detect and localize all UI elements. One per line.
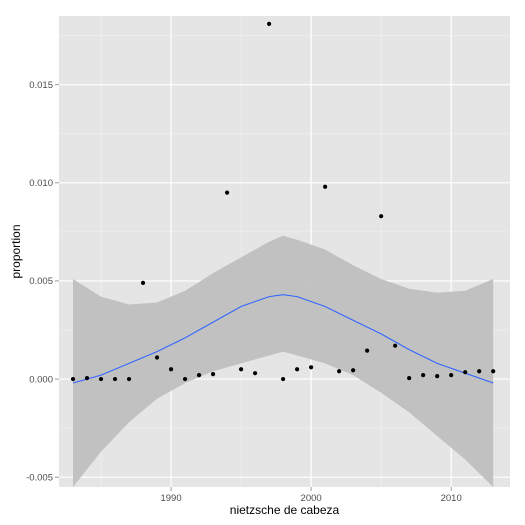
x-axis-title: nietzsche de cabeza <box>230 503 340 517</box>
confidence-band <box>73 235 494 487</box>
data-point <box>154 355 160 360</box>
smooth-line <box>72 294 494 384</box>
data-point <box>196 373 202 378</box>
data-point <box>126 376 132 382</box>
x-axis: 1990 2000 2010 <box>160 487 462 504</box>
data-point <box>210 372 216 377</box>
data-point <box>309 365 314 370</box>
data-point <box>224 190 230 195</box>
data-point <box>98 376 104 382</box>
y-tick-label: -0.005 <box>26 472 53 483</box>
data-point <box>182 376 188 382</box>
y-tick-label: 0.000 <box>29 374 53 385</box>
data-point <box>477 369 482 374</box>
y-tick-label: 0.005 <box>29 276 53 287</box>
data-point <box>351 368 356 373</box>
data-point <box>168 367 174 372</box>
points-layer <box>70 21 496 382</box>
data-point <box>463 370 468 375</box>
data-point <box>337 369 342 374</box>
minor-grid <box>59 16 510 487</box>
y-axis-title: proportion <box>9 224 23 278</box>
x-tick-label: 2010 <box>441 493 462 504</box>
confidence-band-layer <box>73 235 494 487</box>
data-point <box>112 376 118 382</box>
data-point <box>449 373 454 378</box>
y-tick-label: 0.015 <box>29 80 53 91</box>
data-point <box>407 375 412 381</box>
data-point <box>365 348 370 353</box>
y-axis: -0.005 0.000 0.005 0.010 0.015 <box>26 80 59 483</box>
data-point <box>238 367 244 372</box>
data-point <box>491 369 496 374</box>
data-point <box>252 371 258 376</box>
data-point <box>266 21 272 26</box>
data-point <box>280 376 286 382</box>
data-point <box>295 367 300 372</box>
data-point <box>379 214 384 219</box>
data-point <box>435 374 440 379</box>
data-point <box>140 280 146 285</box>
data-point <box>70 376 76 382</box>
data-point <box>393 343 398 348</box>
x-tick-label: 1990 <box>160 493 181 504</box>
x-tick-label: 2000 <box>301 493 322 504</box>
data-point <box>421 373 426 378</box>
y-tick-label: 0.010 <box>29 178 53 189</box>
smooth-line-layer <box>72 294 494 384</box>
data-point <box>84 375 90 381</box>
data-point <box>323 184 328 189</box>
